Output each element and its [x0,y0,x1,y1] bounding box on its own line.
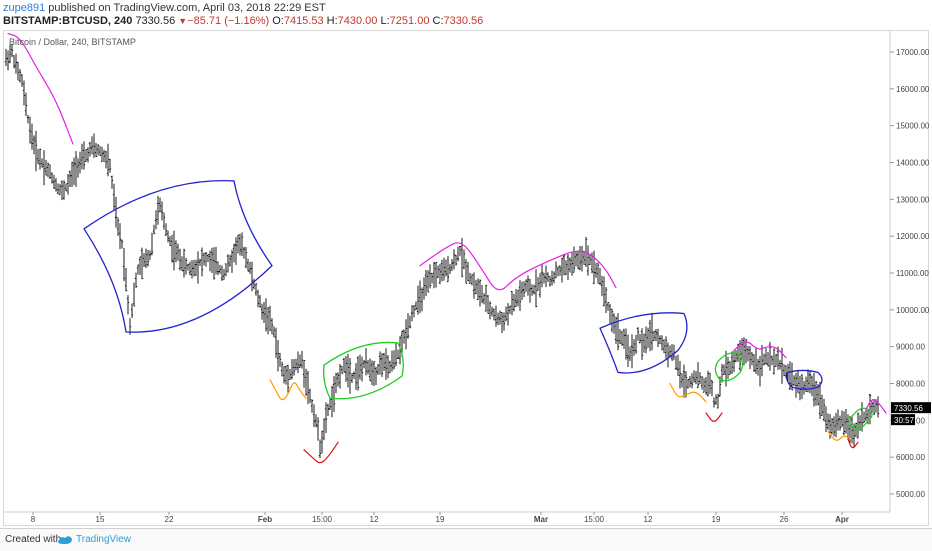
countdown-label: 30:57 [894,416,915,425]
x-tick-label: Mar [534,515,548,524]
green-box-annotation [848,407,873,430]
last-price-label: 7330.56 [894,404,923,413]
symbol-label: BITSTAMP:BTCUSD, 240 [3,15,133,27]
green-box-annotation [714,352,744,382]
y-tick-label: 8000.00 [896,380,925,389]
open-value: 7415.53 [283,15,324,27]
orange-v-annotation [269,379,307,401]
y-tick-label: 9000.00 [896,343,925,352]
publish-text: published on TradingView.com, April 03, … [45,2,326,14]
ohlc-bars [4,43,880,459]
magenta-arc-annotation [7,32,74,145]
high-label: H: [326,15,338,27]
price-change: −85.71 (−1.16%) [187,15,270,27]
author-link[interactable]: zupe891 [3,2,46,14]
blue-box-annotation [599,312,688,374]
publish-line: zupe891 published on TradingView.com, Ap… [3,2,326,14]
x-tick-label: 26 [780,515,789,524]
down-triangle-icon: ▼ [178,16,188,26]
x-tick-label: 12 [644,515,653,524]
chart-frame [3,30,929,526]
x-tick-label: Apr [835,515,849,524]
y-tick-label: 10000.00 [896,306,930,315]
x-tick-label: 8 [31,515,36,524]
x-tick-label: 15:00 [584,515,605,524]
close-label: C: [432,15,444,27]
blue-box-annotation [786,369,823,390]
countdown-box [891,414,915,426]
red-v-annotation [847,438,859,449]
red-v-annotation [705,412,723,422]
red-v-annotation [303,441,339,464]
orange-v-annotation [827,430,851,441]
x-tick-label: 22 [165,515,174,524]
x-tick-label: 12 [370,515,379,524]
open-label: O: [272,15,284,27]
close-value: 7330.56 [443,15,484,27]
last-price-box [891,402,931,414]
y-tick-label: 15000.00 [896,122,930,131]
top-info-bar: zupe891 published on TradingView.com, Ap… [0,0,932,30]
x-tick-label: 19 [436,515,445,524]
x-tick-label: 15:00 [312,515,333,524]
last-price: 7330.56 [135,15,176,27]
magenta-arc-annotation [419,242,617,291]
high-value: 7430.00 [337,15,378,27]
magenta-arc-annotation [865,399,887,414]
y-tick-label: 11000.00 [896,269,929,278]
y-tick-label: 17000.00 [896,48,930,57]
x-tick-label: 15 [96,515,105,524]
x-tick-label: 19 [712,515,721,524]
green-box-annotation [322,341,404,400]
footer-bar: Created with TradingView [0,528,932,551]
tradingview-logo-icon [58,536,72,544]
y-tick-label: 13000.00 [896,195,930,204]
created-with-text: Created with [5,534,62,545]
y-tick-label: 12000.00 [896,232,930,241]
y-tick-label: 14000.00 [896,159,930,168]
y-tick-label: 6000.00 [896,453,925,462]
magenta-arc-annotation [733,341,787,359]
y-tick-label: 16000.00 [896,85,930,94]
y-tick-label: 5000.00 [896,490,925,499]
low-label: L: [380,15,390,27]
x-tick-label: Feb [258,515,272,524]
low-value: 7251.00 [389,15,430,27]
blue-box-annotation [83,179,273,333]
chart-title: Bitcoin / Dollar, 240, BITSTAMP [9,37,136,47]
orange-v-annotation [669,382,707,403]
price-chart[interactable]: 17000.00 16000.00 15000.00 14000.00 13000.00… [0,0,932,528]
tradingview-brand[interactable]: TradingView [76,534,132,545]
symbol-line: BITSTAMP:BTCUSD, 240 7330.56 ▼−85.71 (−1… [3,15,483,27]
